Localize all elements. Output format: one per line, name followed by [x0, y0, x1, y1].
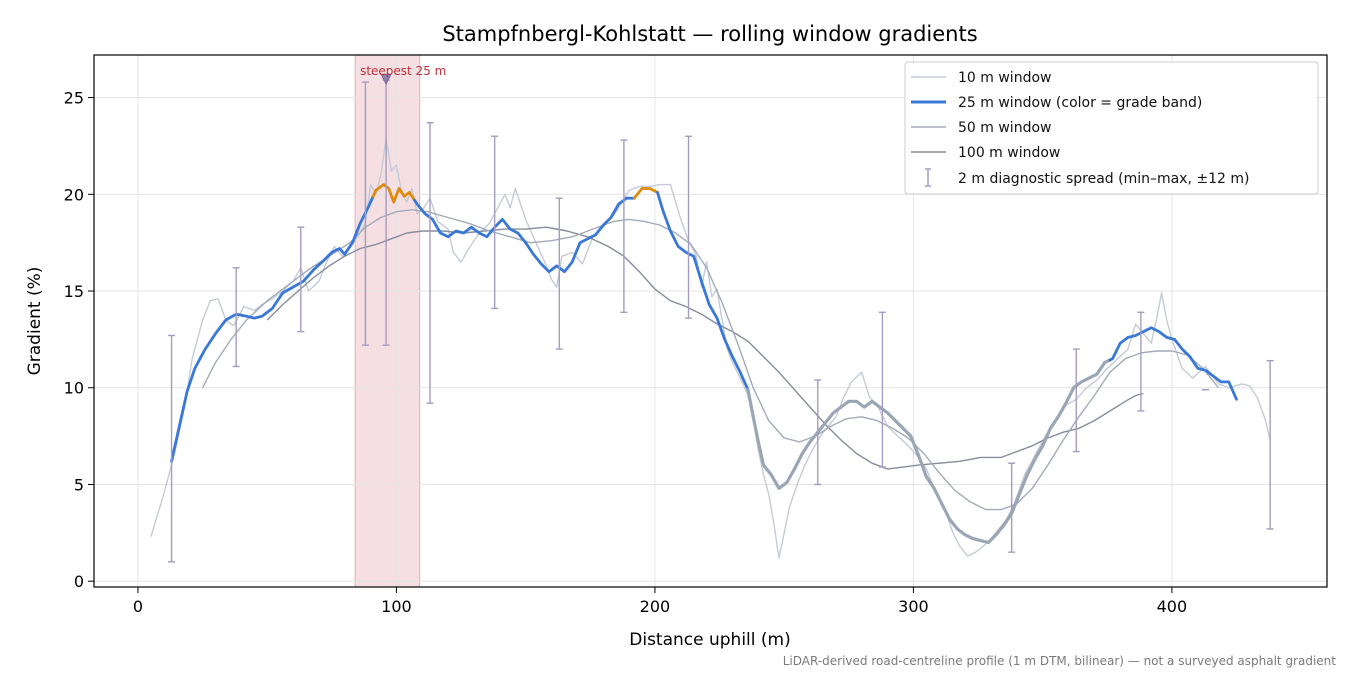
errorbar: [491, 135, 499, 310]
x-axis-label: Distance uphill (m): [629, 630, 790, 650]
errorbar: [361, 81, 369, 346]
series-line-25m-segment: [656, 191, 750, 392]
series-line-25m-segment: [413, 196, 636, 274]
y-tick-label: 0: [74, 572, 84, 591]
y-tick-label: 15: [64, 282, 84, 301]
series-line-25m-segment: [746, 358, 1112, 545]
errorbar: [878, 311, 886, 468]
footnote: LiDAR-derived road-centreline profile (1…: [783, 654, 1337, 668]
x-tick-label: 200: [640, 597, 671, 616]
errorbar: [555, 197, 563, 350]
errorbar: [685, 135, 693, 319]
errorbar: [426, 122, 434, 404]
y-tick-label: 5: [74, 475, 84, 494]
series-line-100m: [266, 226, 1144, 470]
chart-title: Stampfnbergl-Kohlstatt — rolling window …: [442, 22, 977, 46]
errorbar: [620, 139, 628, 313]
errorbar: [1266, 359, 1274, 530]
x-tick-label: 400: [1157, 597, 1188, 616]
legend-swatch-errorbar: [925, 168, 931, 187]
legend-label-errorbar: 2 m diagnostic spread (min–max, ±12 m): [958, 171, 1249, 187]
errorbar: [1008, 462, 1016, 553]
legend-label-10m: 10 m window: [958, 70, 1051, 86]
errorbar: [1137, 311, 1145, 412]
errorbar: [1072, 348, 1080, 453]
legend: 10 m window 25 m window (color = grade b…: [904, 61, 1319, 195]
series-line-25m-segment: [1108, 326, 1238, 401]
errorbar: [814, 379, 822, 486]
errorbar: [297, 226, 305, 333]
steepest-marker: [380, 73, 392, 86]
series-line-25m-segment: [170, 194, 375, 463]
legend-label-100m: 100 m window: [958, 145, 1060, 161]
errorbar: [232, 267, 240, 368]
errorbar: [168, 334, 176, 563]
y-tick-label: 20: [64, 185, 84, 204]
legend-box: [904, 61, 1319, 195]
x-tick-label: 300: [898, 597, 929, 616]
legend-label-50m: 50 m window: [958, 120, 1051, 136]
legend-label-25m: 25 m window (color = grade band): [958, 95, 1202, 111]
y-axis-label: Gradient (%): [25, 267, 45, 376]
y-tick-label: 25: [64, 89, 84, 108]
series-line-25m-segment: [632, 187, 659, 200]
plot-frame: [93, 54, 1328, 588]
series-line-25m-segment: [371, 183, 416, 204]
steepest-annotation: steepest 25 m: [360, 64, 446, 78]
x-tick-label: 0: [133, 597, 143, 616]
y-tick-label: 10: [64, 379, 84, 398]
series-line-50m: [201, 209, 1219, 511]
x-tick-label: 100: [381, 597, 412, 616]
